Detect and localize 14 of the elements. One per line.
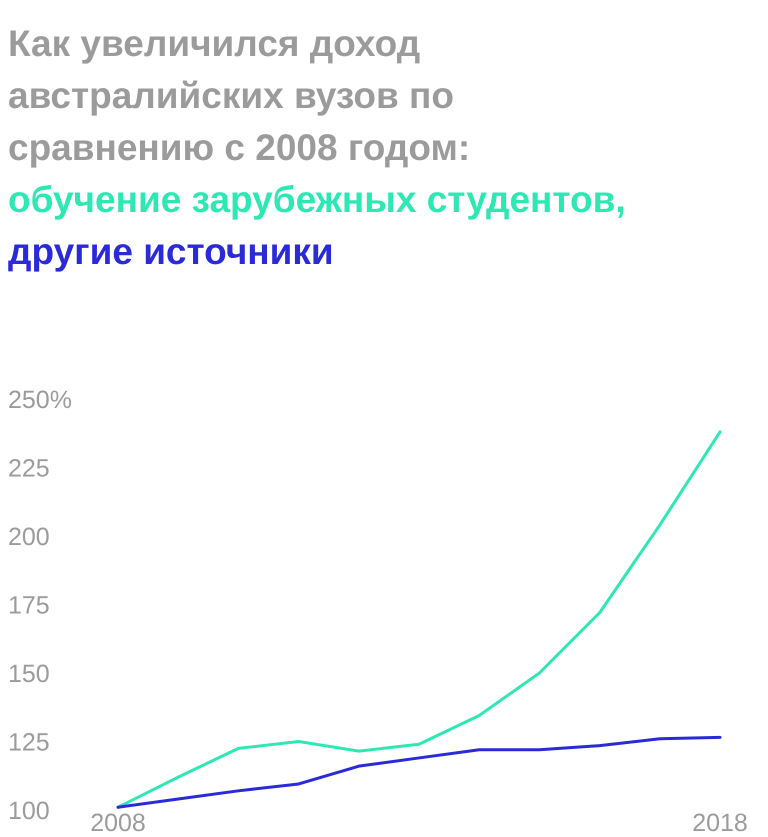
y-tick-label: 150 xyxy=(8,660,50,688)
y-tick-label: 200 xyxy=(8,522,50,551)
text: обучение зарубежных студентов, xyxy=(8,179,626,220)
y-tick-label: 175 xyxy=(8,591,50,620)
y-tick-label: 225 xyxy=(8,454,50,482)
line-series xyxy=(116,736,722,809)
line-series xyxy=(116,430,722,809)
y-tick-label: 125 xyxy=(8,728,50,756)
chart-title: Как увеличился доход австралийских вузов по сравнению с 2008 годом: xyxy=(8,23,470,168)
x-tick-label: 2018 xyxy=(692,809,748,837)
y-tick-label: 250% xyxy=(8,386,72,414)
y-tick-label: 100 xyxy=(8,796,50,825)
x-tick-label: 2008 xyxy=(90,809,146,837)
text: другие источники xyxy=(8,231,334,272)
